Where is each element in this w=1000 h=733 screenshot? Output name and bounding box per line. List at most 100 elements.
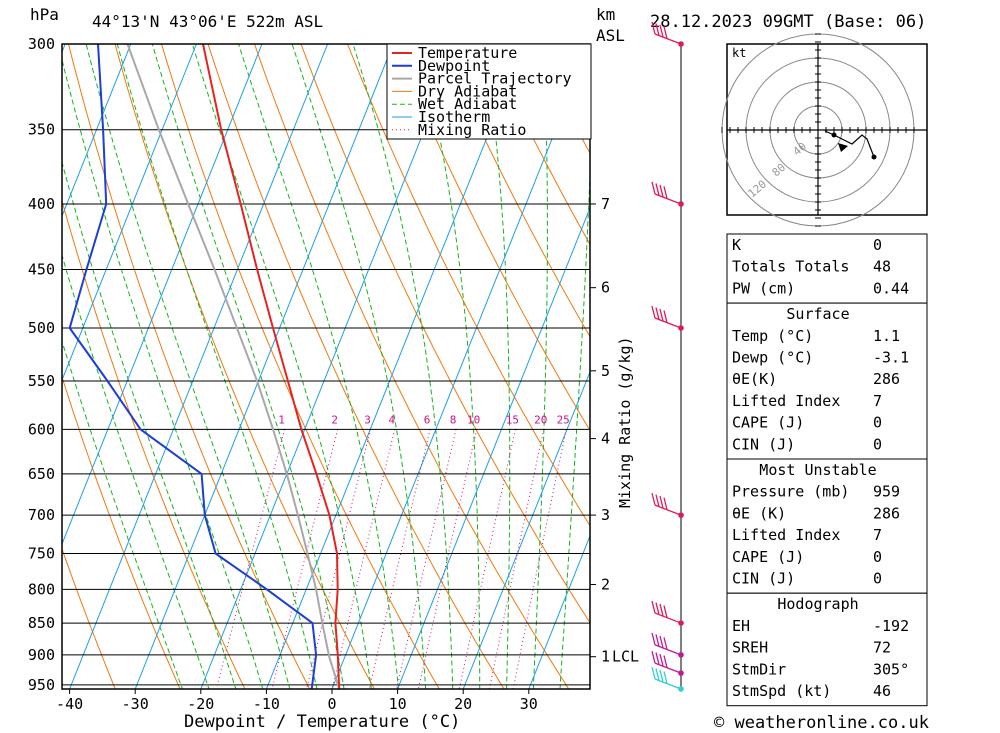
temperature-line — [202, 44, 341, 689]
dry-adiabat-line — [486, 44, 590, 246]
dewpoint-line — [68, 44, 318, 689]
table-label: PW (cm) — [732, 279, 795, 297]
table-label: θE (K) — [732, 504, 786, 522]
mixing-ratio-labels: 1 2 3 4 6 8 10 15 20 25 — [278, 413, 570, 426]
isotherm-line — [62, 44, 263, 546]
table-label: StmSpd (kt) — [732, 682, 831, 700]
parcel-trajectory-line — [126, 44, 341, 689]
pressure-tick-label: 800 — [28, 580, 55, 598]
wind-barb — [651, 305, 684, 331]
datetime-label: 28.12.2023 09GMT (Base: 06) — [650, 12, 926, 32]
table-value: 72 — [873, 639, 891, 657]
legend-label: Dewpoint — [418, 57, 490, 75]
table-label: K — [732, 236, 741, 254]
table-value: 286 — [873, 504, 900, 522]
hodograph-point — [871, 154, 877, 160]
km-unit: km — [596, 5, 615, 24]
mixing-ratio-label: 2 — [331, 413, 338, 426]
wind-barb — [651, 666, 684, 692]
x-tick-label: -40 — [56, 695, 83, 713]
wet-adiabat-line — [62, 160, 237, 689]
dry-adiabat-line — [161, 44, 440, 689]
mixing-ratio-line — [512, 429, 567, 689]
dry-adiabat-line — [952, 44, 1000, 691]
x-tick-label: 0 — [327, 695, 336, 713]
pressure-gridlines — [62, 44, 590, 686]
table-title: Most Unstable — [759, 461, 876, 479]
pressure-tick-label: 450 — [28, 260, 55, 278]
table-value: 7 — [873, 392, 882, 410]
table-label: Lifted Index — [732, 392, 840, 410]
asl-unit: ASL — [596, 26, 625, 45]
dry-adiabat-line — [62, 199, 246, 689]
pressure-tick-label: 500 — [28, 319, 55, 337]
table-value: 0 — [873, 570, 882, 588]
mixing-ratio-line — [331, 429, 396, 689]
mixing-ratio-label: 4 — [388, 413, 395, 426]
pressure-tick-label: 950 — [28, 676, 55, 694]
table-label: EH — [732, 617, 750, 635]
table-label: CAPE (J) — [732, 548, 804, 566]
table-label: θE(K) — [732, 370, 777, 388]
height-tick-label: 6 — [601, 279, 610, 297]
mixing-ratio-label: 15 — [506, 413, 519, 426]
hodograph-table: Hodograph EH -192 SREH 72 StmDir 305° StmSpd (k… — [726, 592, 928, 707]
table-value: -192 — [873, 617, 909, 635]
wet-adiabat-line — [291, 44, 427, 689]
wet-adiabat-line — [62, 339, 183, 689]
wet-adiabat-line — [483, 44, 511, 689]
table-label: Lifted Index — [732, 526, 840, 544]
mixing-ratio-lines — [215, 429, 567, 689]
surface-table: Surface Temp (°C) 1.1 Dewp (°C) -3.1 θE(K) 286… — [726, 302, 928, 460]
pressure-tick-label: 650 — [28, 465, 55, 483]
hodograph-unit: kt — [732, 46, 746, 60]
table-value: 286 — [873, 370, 900, 388]
wet-adiabat-line — [418, 44, 481, 689]
isotherm-line — [200, 44, 460, 689]
table-label: CIN (J) — [732, 435, 795, 453]
wind-barb — [651, 21, 684, 47]
legend-label: Temperature — [418, 44, 517, 62]
pressure-unit: hPa — [30, 5, 59, 24]
isotherm-line — [265, 44, 525, 689]
table-label: Totals Totals — [732, 258, 849, 276]
table-value: 0 — [873, 435, 882, 453]
pressure-axis: 300 350 400 450 500 550 600 650 700 750 800 850 900 9… — [28, 35, 55, 694]
table-title: Surface — [786, 305, 849, 323]
wet-adiabat-line — [532, 44, 548, 689]
index-table: K 0 Totals Totals 48 PW (cm) 0.44 — [726, 233, 928, 304]
mixing-ratio-label: 8 — [450, 413, 457, 426]
table-value: 0.44 — [873, 279, 909, 297]
height-tick-label: 2 — [601, 575, 610, 593]
mixing-ratio-label: 10 — [467, 413, 480, 426]
dry-adiabat-line — [254, 44, 570, 689]
temperature-axis: -40 -30 -20 -10 0 10 20 30 — [56, 689, 538, 713]
isotherm-line — [331, 44, 590, 689]
pressure-tick-label: 550 — [28, 372, 55, 390]
mixing-ratio-label: 6 — [424, 413, 431, 426]
table-value: 0 — [873, 548, 882, 566]
pressure-tick-label: 350 — [28, 121, 55, 139]
wind-barb — [651, 632, 684, 658]
wet-adiabat-line — [151, 44, 345, 689]
pressure-tick-label: 400 — [28, 195, 55, 213]
wind-barb — [651, 600, 684, 626]
legend-label: Mixing Ratio — [418, 121, 526, 139]
height-tick-label: 3 — [601, 506, 610, 524]
pressure-tick-label: 700 — [28, 506, 55, 524]
dry-adiabat-line — [347, 44, 590, 527]
table-label: StmDir — [732, 660, 786, 678]
wind-barb — [651, 492, 684, 518]
isotherm-line — [397, 206, 590, 689]
isotherm-line — [62, 44, 132, 218]
wet-adiabat-line — [559, 163, 590, 689]
index-tables: K 0 Totals Totals 48 PW (cm) 0.44 Surface Temp … — [726, 233, 928, 707]
x-tick-label: 20 — [454, 695, 472, 713]
dry-adiabat-line — [393, 44, 590, 432]
wind-barbs — [651, 21, 684, 692]
wet-adiabat-line — [352, 44, 454, 689]
height-tick-label: 1 — [601, 648, 610, 666]
height-tick-label: 5 — [601, 362, 610, 380]
